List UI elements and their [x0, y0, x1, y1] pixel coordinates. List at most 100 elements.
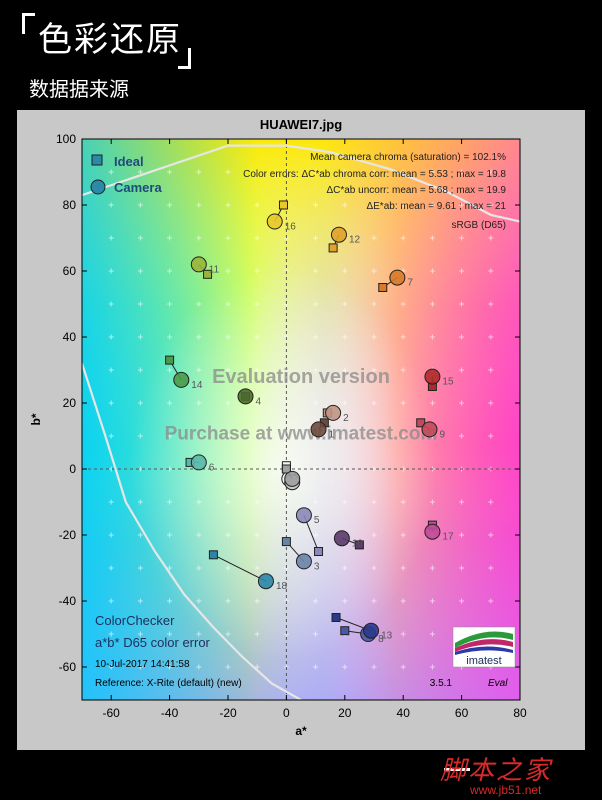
grid-mark [342, 400, 348, 406]
grid-mark [108, 433, 114, 439]
patch-label: 8 [378, 634, 384, 645]
plot-background [82, 139, 520, 700]
grid-mark [429, 631, 435, 637]
grid-mark [488, 268, 494, 274]
grid-mark [342, 268, 348, 274]
grid-mark [429, 565, 435, 571]
site-watermark: 脚本之家 [440, 756, 553, 786]
grid-mark [254, 400, 260, 406]
grid-mark [371, 565, 377, 571]
grid-mark [371, 301, 377, 307]
grid-mark [459, 565, 465, 571]
patch-label: 1 [329, 429, 335, 440]
ideal-marker [203, 269, 213, 279]
grid-mark [429, 268, 435, 274]
grid-mark [342, 499, 348, 505]
camera-marker [310, 421, 327, 438]
grid-mark [313, 664, 319, 670]
patch-label: 12 [349, 235, 361, 246]
gamut-boundary [82, 144, 520, 700]
grid-mark [196, 334, 202, 340]
y-tick-label: 60 [63, 264, 77, 278]
camera-marker [237, 388, 254, 405]
footer-reference: Reference: X-Rite (default) (new) [95, 678, 242, 689]
grid-mark [254, 202, 260, 208]
grid-mark [313, 334, 319, 340]
grid-mark [459, 433, 465, 439]
grid-mark [313, 532, 319, 538]
site-watermark-url: www.jb51.net [470, 783, 542, 797]
grid-mark [137, 367, 143, 373]
x-axis-label: a* [295, 724, 307, 738]
error-line [213, 554, 267, 582]
grid-mark [254, 532, 260, 538]
grid-mark [167, 169, 173, 175]
camera-marker [325, 404, 342, 421]
grid-mark [225, 301, 231, 307]
ideal-marker [278, 200, 288, 210]
grid-mark [108, 565, 114, 571]
grid-mark [108, 631, 114, 637]
heading-bracket-right [178, 48, 191, 69]
grid-mark [225, 664, 231, 670]
grid-mark [137, 169, 143, 175]
grid-mark [371, 202, 377, 208]
grid-mark [196, 169, 202, 175]
camera-marker [421, 421, 438, 438]
grid-mark [488, 334, 494, 340]
grid-mark [254, 499, 260, 505]
y-tick-label: -20 [59, 528, 77, 542]
grid-mark [196, 598, 202, 604]
grid-mark [459, 202, 465, 208]
grid-mark [137, 334, 143, 340]
grid-mark [167, 301, 173, 307]
grid-mark [429, 400, 435, 406]
grid-mark [167, 499, 173, 505]
legend-ideal-marker [91, 154, 103, 166]
grid-mark [400, 202, 406, 208]
grid-mark [488, 367, 494, 373]
watermark-dash [444, 768, 470, 771]
gamut-curve-left [82, 363, 302, 700]
grid-mark [167, 433, 173, 439]
grid-mark [108, 202, 114, 208]
y-axis-label: b* [29, 413, 43, 425]
grid-mark [167, 598, 173, 604]
camera-marker [190, 256, 207, 273]
heading-bracket-left [22, 13, 35, 34]
legend-camera-marker [90, 179, 106, 195]
grid-mark [371, 268, 377, 274]
camera-marker [424, 523, 441, 540]
grid-mark [459, 334, 465, 340]
imatest-logo-swoosh-blue [455, 646, 513, 655]
grid-mark [313, 235, 319, 241]
patch-label: 2 [343, 413, 349, 424]
grid-mark [400, 433, 406, 439]
grid-mark [371, 400, 377, 406]
grid-mark [371, 499, 377, 505]
x-tick-label: 80 [513, 706, 527, 720]
camera-marker [424, 368, 441, 385]
stats-line: ΔE*ab: mean = 9.61 ; max = 21 [366, 201, 506, 212]
stats-line: sRGB (D65) [452, 220, 506, 231]
stats-line: Mean camera chroma (saturation) = 102.1% [310, 152, 506, 163]
grid-mark [313, 598, 319, 604]
grid-mark [196, 202, 202, 208]
ideal-marker [281, 464, 291, 474]
grid-mark [167, 334, 173, 340]
grid-mark [225, 532, 231, 538]
grid-mark [342, 598, 348, 604]
grid-mark [137, 268, 143, 274]
grid-mark [342, 301, 348, 307]
grid-mark [488, 400, 494, 406]
grid-mark [488, 235, 494, 241]
grid-mark [371, 334, 377, 340]
grid-mark [167, 235, 173, 241]
grid-mark [488, 433, 494, 439]
grid-mark [459, 400, 465, 406]
grid-mark [108, 334, 114, 340]
grid-mark [196, 664, 202, 670]
grid-mark [371, 235, 377, 241]
watermark-purchase: Purchase at www.imatest.com [165, 423, 438, 444]
